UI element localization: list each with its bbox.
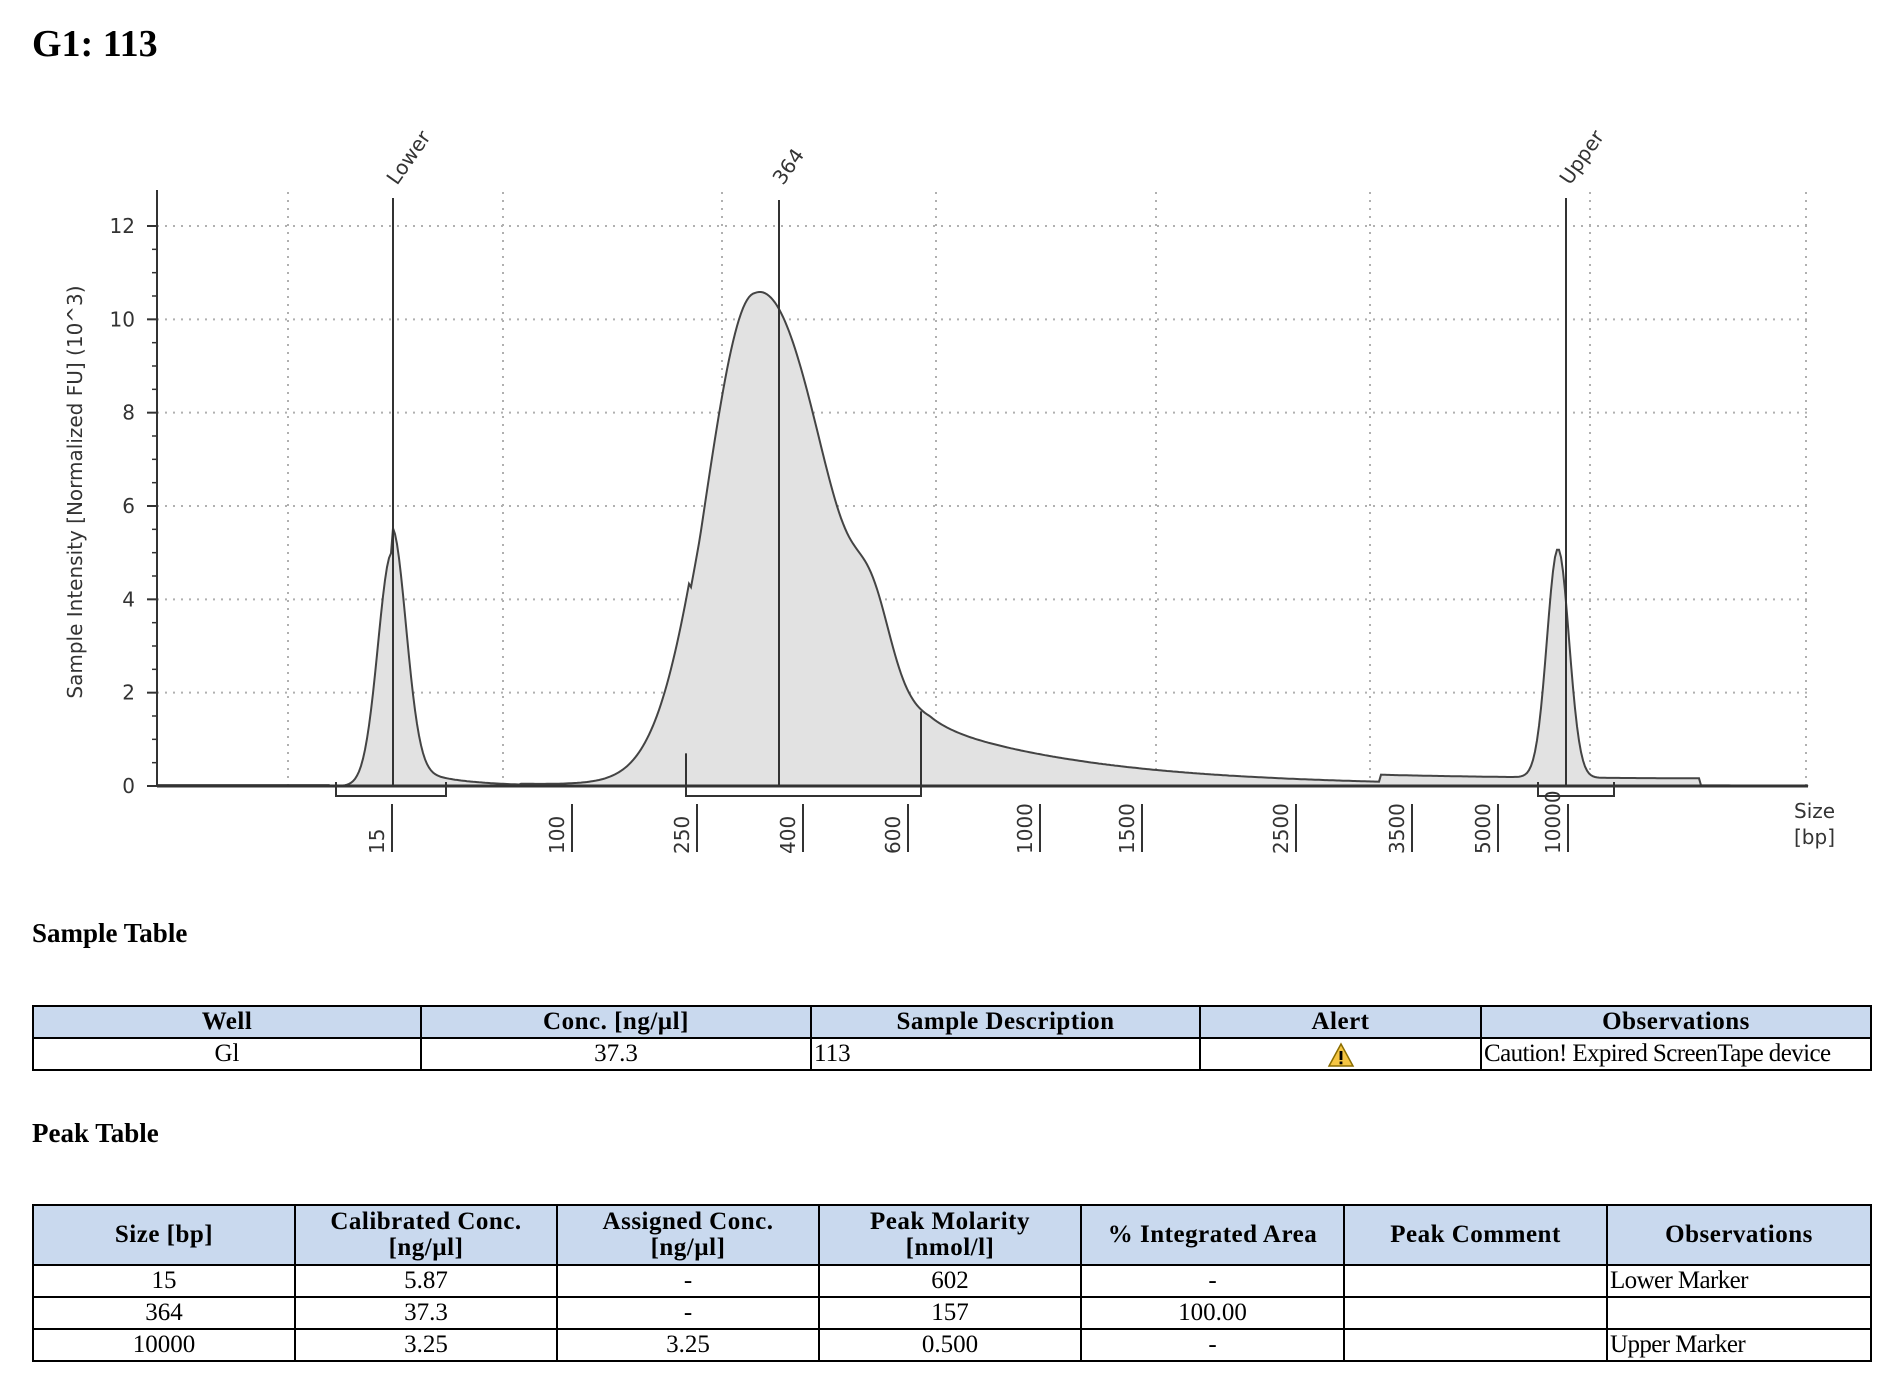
cell-integrated-area: - [1080,1328,1345,1362]
table-row: 10000 3.25 3.25 0.500 - Upper Marker [32,1328,1872,1362]
peak-table-title: Peak Table [32,1118,159,1148]
x-tick-label: 2500 [1269,803,1293,854]
x-tick-label: 1500 [1115,803,1139,854]
electropherogram-chart: 0 2 4 6 8 10 12 Sample Intensity [Normalized FU… [63,125,1835,854]
x-tick-label: 5000 [1471,803,1495,854]
cell-observations: Upper Marker [1606,1328,1872,1362]
cell-molarity: 0.500 [818,1328,1082,1362]
cell-molarity: 157 [818,1296,1082,1330]
sample-table-header: Well Conc. [ng/µl] Sample Description Al… [32,1005,1872,1039]
x-axis-title-line2: [bp] [1794,825,1835,849]
chart-axes: 0 2 4 6 8 10 12 Sample Intensity [Normalized FU… [63,190,1835,854]
trace-area [156,291,1809,787]
cell-calibrated-conc: 37.3 [294,1296,558,1330]
cell-assigned-conc: 3.25 [556,1328,820,1362]
header-size: Size [bp] [32,1204,296,1266]
cell-integrated-area: 100.00 [1080,1296,1345,1330]
integration-bracket [335,782,447,797]
y-tick-label: 10 [110,307,135,331]
chart-trace [156,291,1809,797]
cell-calibrated-conc: 5.87 [294,1264,558,1298]
y-tick-label: 4 [122,587,135,611]
y-tick-label: 8 [122,401,135,425]
header-size-label: Size [bp] [114,1221,214,1248]
cell-description: 113 [810,1037,1201,1071]
header-peak-comment: Peak Comment [1343,1204,1608,1266]
cell-observations [1606,1296,1872,1330]
cell-assigned-conc: - [556,1264,820,1298]
warning-icon [1327,1042,1354,1068]
chart-labels: Lower 364 Upper [381,125,1609,786]
table-row: 15 5.87 - 602 - Lower Marker [32,1264,1872,1298]
peak-label: Lower [381,125,435,188]
cell-peak-comment [1343,1264,1608,1298]
table-row: 364 37.3 - 157 100.00 [32,1296,1872,1330]
cell-well: Gl [32,1037,422,1071]
header-peak-molarity-line2: [nmol/l] [905,1234,995,1261]
cell-peak-comment [1343,1328,1608,1362]
cell-calibrated-conc: 3.25 [294,1328,558,1362]
header-sample-description: Sample Description [810,1005,1201,1039]
header-assigned-conc: Assigned Conc. [ng/µl] [556,1204,820,1266]
cell-observations: Caution! Expired ScreenTape device [1480,1037,1872,1071]
table-row: Gl 37.3 113 Caution! Expired ScreenTape … [32,1037,1872,1071]
x-tick-label: 15 [365,829,389,854]
header-assigned-conc-line1: Assigned Conc. [602,1208,774,1235]
header-observations-label: Observations [1665,1221,1813,1248]
page-title: G1: 113 [32,23,158,65]
cell-size: 10000 [32,1328,296,1362]
cell-conc: 37.3 [420,1037,812,1071]
x-tick-label: 100 [545,816,569,854]
cell-assigned-conc: - [556,1296,820,1330]
y-axis-title: Sample Intensity [Normalized FU] (10^3) [63,285,87,698]
cell-integrated-area: - [1080,1264,1345,1298]
x-tick-label: 600 [881,816,905,854]
sample-table-title: Sample Table [32,918,188,948]
y-tick-label: 2 [122,681,135,705]
header-assigned-conc-line2: [ng/µl] [650,1234,726,1261]
integration-bracket [685,782,922,797]
x-tick-label: 250 [670,816,694,854]
peak-label: 364 [767,144,809,189]
x-axis-title-line1: Size [1794,799,1835,823]
header-observations: Observations [1480,1005,1872,1039]
x-tick-label: 3500 [1385,803,1409,854]
cell-size: 15 [32,1264,296,1298]
cell-observations: Lower Marker [1606,1264,1872,1298]
cell-alert [1199,1037,1482,1071]
header-peak-molarity: Peak Molarity [nmol/l] [818,1204,1082,1266]
header-integrated-area: % Integrated Area [1080,1204,1345,1266]
header-calibrated-conc: Calibrated Conc. [ng/µl] [294,1204,558,1266]
header-peak-comment-label: Peak Comment [1390,1221,1561,1248]
x-tick-label: 1000 [1013,803,1037,854]
header-calibrated-conc-line1: Calibrated Conc. [330,1208,522,1235]
cell-size: 364 [32,1296,296,1330]
sample-table: Well Conc. [ng/µl] Sample Description Al… [32,1005,1872,1071]
header-alert: Alert [1199,1005,1482,1039]
peak-label: Upper [1554,125,1609,189]
header-peak-molarity-line1: Peak Molarity [870,1208,1030,1235]
y-tick-label: 6 [122,494,135,518]
header-conc: Conc. [ng/µl] [420,1005,812,1039]
cell-molarity: 602 [818,1264,1082,1298]
header-calibrated-conc-line2: [ng/µl] [388,1234,464,1261]
header-integrated-area-label: % Integrated Area [1107,1221,1318,1248]
integration-bracket [1537,782,1615,797]
y-tick-label: 0 [122,774,135,798]
cell-peak-comment [1343,1296,1608,1330]
y-tick-label: 12 [110,214,135,238]
peak-table-header: Size [bp] Calibrated Conc. [ng/µl] Assign… [32,1204,1872,1266]
header-observations: Observations [1606,1204,1872,1266]
x-tick-label: 10000 [1541,790,1565,854]
peak-table: Size [bp] Calibrated Conc. [ng/µl] Assign… [32,1204,1872,1362]
header-well: Well [32,1005,422,1039]
x-tick-label: 400 [776,816,800,854]
